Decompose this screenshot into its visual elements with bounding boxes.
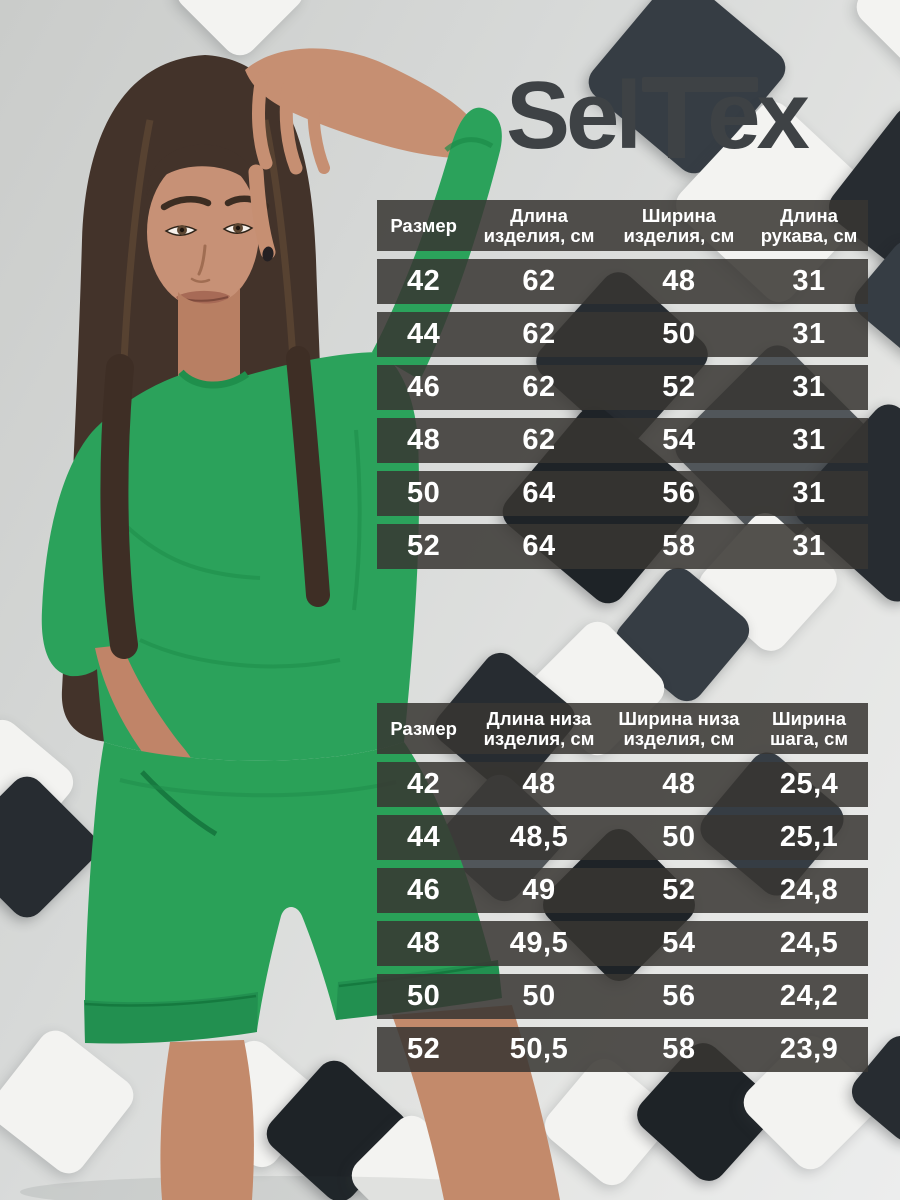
size-cell: 50: [407, 980, 441, 1012]
header-cell: Ширина шага, см: [770, 707, 849, 749]
brand-logo-text: Sel: [506, 62, 642, 169]
size-cell: 62: [522, 318, 556, 350]
size-cell: 56: [662, 477, 696, 509]
size-cell: 48: [407, 424, 441, 456]
size-cell: 58: [662, 530, 696, 562]
size-cell: 46: [407, 371, 441, 403]
model-forearm: [95, 645, 198, 788]
size-cell: 48: [522, 768, 556, 800]
model-raised-arm: [245, 48, 482, 262]
size-cell: 24,8: [779, 874, 839, 906]
size-cell: 52: [662, 874, 696, 906]
size-cell: 50: [662, 821, 696, 853]
size-cell: 50: [407, 477, 441, 509]
table-row: 46 49 52 24,8: [377, 868, 868, 913]
brand-logo-t-glyph: [642, 70, 759, 158]
size-cell: 42: [407, 768, 441, 800]
size-cell: 62: [522, 424, 556, 456]
table-row: 44 62 50 31: [377, 312, 868, 357]
model-neck: [178, 288, 240, 397]
table-row: 42 48 48 25,4: [377, 762, 868, 807]
header-cell: Ширина изделия, см: [623, 204, 735, 246]
size-cell: 58: [662, 1033, 696, 1065]
size-cell: 52: [407, 530, 441, 562]
size-cell: 48: [407, 927, 441, 959]
header-cell: Длина низа изделия, см: [483, 707, 595, 749]
table-row: 46 62 52 31: [377, 365, 868, 410]
size-cell: 50: [522, 980, 556, 1012]
size-cell: 62: [522, 265, 556, 297]
size-cell: 62: [522, 371, 556, 403]
header-cell: Размер: [390, 214, 457, 236]
size-cell: 24,5: [779, 927, 839, 959]
size-cell: 31: [792, 265, 826, 297]
size-cell: 49,5: [509, 927, 569, 959]
size-cell: 25,1: [779, 821, 839, 853]
size-cell: 52: [407, 1033, 441, 1065]
floor-shadow: [20, 1176, 540, 1200]
size-cell: 50,5: [509, 1033, 569, 1065]
size-cell: 31: [792, 477, 826, 509]
header-cell: Длина изделия, см: [483, 204, 595, 246]
model-hair-front: [100, 346, 330, 659]
table-header-row: Размер Длина изделия, см Ширина изделия,…: [377, 200, 868, 251]
table-row: 48 62 54 31: [377, 418, 868, 463]
table-row: 50 50 56 24,2: [377, 974, 868, 1019]
size-table-bottom: Размер Длина низа изделия, см Ширина низ…: [377, 703, 868, 1080]
header-cell: Размер: [390, 717, 457, 739]
size-cell: 48: [662, 265, 696, 297]
size-cell: 46: [407, 874, 441, 906]
size-cell: 49: [522, 874, 556, 906]
model-face: [146, 144, 270, 309]
table-row: 52 50,5 58 23,9: [377, 1027, 868, 1072]
table-row: 52 64 58 31: [377, 524, 868, 569]
table-row: 50 64 56 31: [377, 471, 868, 516]
size-cell: 31: [792, 371, 826, 403]
nail-polish: [262, 246, 274, 262]
size-cell: 64: [522, 530, 556, 562]
table-header-row: Размер Длина низа изделия, см Ширина низ…: [377, 703, 868, 754]
size-cell: 23,9: [779, 1033, 839, 1065]
size-cell: 31: [792, 318, 826, 350]
size-cell: 64: [522, 477, 556, 509]
header-cell: Ширина низа изделия, см: [618, 707, 740, 749]
table-row: 42 62 48 31: [377, 259, 868, 304]
size-cell: 48: [662, 768, 696, 800]
size-cell: 25,4: [779, 768, 839, 800]
size-cell: 54: [662, 927, 696, 959]
size-cell: 48,5: [509, 821, 569, 853]
size-cell: 31: [792, 530, 826, 562]
size-cell: 54: [662, 424, 696, 456]
size-cell: 24,2: [779, 980, 839, 1012]
size-cell: 52: [662, 371, 696, 403]
size-table-top: Размер Длина изделия, см Ширина изделия,…: [377, 200, 868, 577]
size-cell: 31: [792, 424, 826, 456]
size-cell: 44: [407, 318, 441, 350]
size-cell: 56: [662, 980, 696, 1012]
size-cell: 50: [662, 318, 696, 350]
size-cell: 42: [407, 265, 441, 297]
brand-logo: Sel ex: [506, 62, 810, 169]
table-row: 48 49,5 54 24,5: [377, 921, 868, 966]
table-row: 44 48,5 50 25,1: [377, 815, 868, 860]
header-cell: Длина рукава, см: [760, 204, 858, 246]
size-cell: 44: [407, 821, 441, 853]
